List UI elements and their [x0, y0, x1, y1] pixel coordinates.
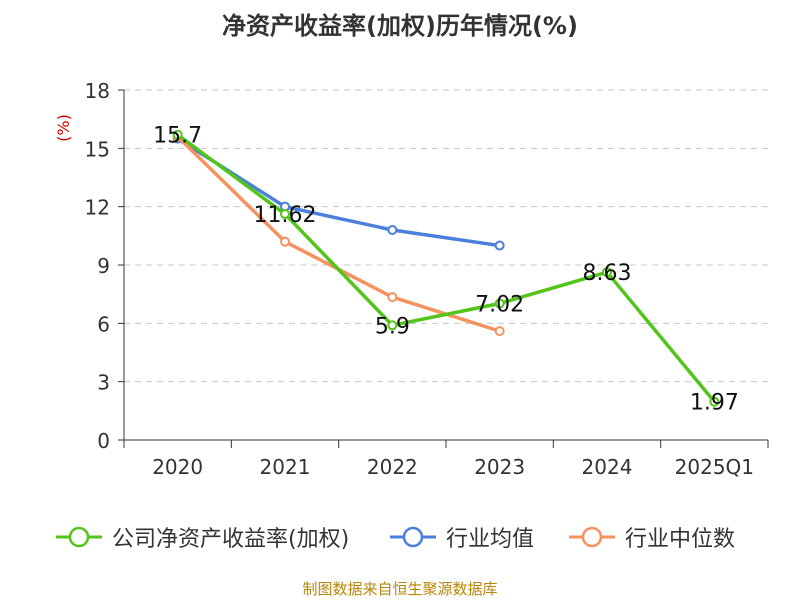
data-point-series-1: [387, 225, 398, 235]
data-point-series-2: [280, 236, 290, 247]
legend-marker-company: [56, 526, 102, 548]
legend-item-industry-mean[interactable]: 行业均值: [390, 520, 534, 554]
data-label: 1.97: [690, 391, 739, 416]
legend-item-industry-median[interactable]: 行业中位数: [569, 520, 735, 554]
x-tick-label: 2021: [260, 455, 311, 479]
legend-label-industry-median: 行业中位数: [625, 527, 736, 552]
series-line-1: [176, 137, 500, 248]
data-point-series-0: [280, 209, 290, 220]
data-point-series-2: [494, 326, 505, 337]
data-label: 15.7: [153, 124, 202, 149]
data-point-series-0: [602, 267, 612, 278]
series-line-0: [176, 133, 716, 403]
y-tick-label: 0: [97, 429, 110, 453]
chart-title: 净资产收益率(加权)历年情况(%): [222, 12, 578, 40]
data-label: 8.63: [583, 261, 632, 286]
data-point-series-0: [172, 129, 183, 140]
data-label: 11.62: [254, 203, 317, 228]
y-axis-label: (%): [54, 114, 73, 142]
legend-label-industry-mean: 行业均值: [446, 527, 535, 552]
data-point-series-1: [494, 240, 505, 251]
legend-item-company[interactable]: 公司净资产收益率(加权): [56, 520, 349, 554]
x-tick-label: 2025Q1: [675, 455, 754, 479]
y-tick-label: 18: [85, 79, 110, 103]
y-tick-label: 9: [97, 254, 110, 278]
data-point-series-0: [709, 396, 720, 407]
y-tick-label: 12: [85, 196, 110, 220]
y-tick-label: 6: [97, 312, 110, 336]
legend-marker-industry-median: [569, 526, 615, 548]
x-tick-label: 2024: [582, 455, 633, 479]
series-line-2: [176, 135, 501, 333]
legend: 公司净资产收益率(加权) 行业均值 行业中位数: [0, 520, 800, 554]
data-point-series-0: [494, 298, 505, 309]
x-tick-label: 2020: [152, 455, 203, 479]
legend-label-company: 公司净资产收益率(加权): [112, 527, 350, 552]
data-point-series-0: [387, 320, 398, 331]
data-label: 5.9: [375, 314, 410, 339]
data-point-series-2: [387, 292, 398, 303]
x-tick-label: 2023: [474, 455, 525, 479]
legend-marker-industry-mean: [390, 526, 436, 548]
y-tick-label: 15: [85, 137, 110, 161]
y-tick-label: 3: [97, 371, 110, 395]
x-tick-label: 2022: [367, 455, 418, 479]
source-note: 制图数据来自恒生聚源数据库: [302, 580, 498, 598]
data-label: 7.02: [475, 293, 524, 318]
